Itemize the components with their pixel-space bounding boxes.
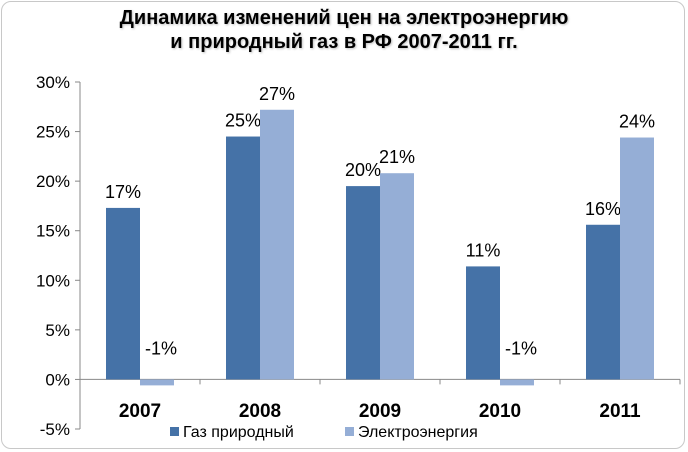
y-tick-label: 20% [36, 172, 70, 191]
y-tick-label: -5% [40, 420, 70, 439]
legend-swatch-gas [170, 427, 179, 436]
bar-electricity-2007 [140, 379, 174, 386]
bar-gas-2009 [346, 186, 380, 380]
legend-swatch-electricity [345, 427, 354, 436]
bar-gas-2010 [466, 266, 500, 380]
legend-label-electricity: Электроэнергия [358, 424, 478, 441]
x-category-label: 2011 [599, 401, 641, 422]
y-tick-label: 5% [45, 321, 70, 340]
x-category-label: 2007 [119, 401, 161, 422]
bar-electricity-2009 [380, 173, 414, 380]
chart-title: Динамика изменений цен на электроэнергию… [0, 6, 688, 54]
bar-electricity-2010 [500, 379, 534, 386]
data-label: 21% [379, 147, 415, 167]
data-label: 25% [225, 111, 261, 131]
bar-gas-2008 [226, 136, 260, 380]
data-label: 24% [619, 112, 655, 132]
data-label: 17% [105, 182, 141, 202]
data-label: -1% [505, 338, 537, 358]
y-tick-label: 25% [36, 123, 70, 142]
bar-gas-2007 [106, 207, 140, 380]
data-label: 16% [585, 199, 621, 219]
data-label: 20% [345, 160, 381, 180]
x-category-label: 2009 [359, 401, 401, 422]
legend-label-gas: Газ природный [183, 424, 294, 441]
data-label: 11% [466, 240, 501, 260]
bar-electricity-2011 [620, 137, 654, 380]
chart-title-line-2: и природный газ в РФ 2007-2011 гг. [170, 31, 518, 53]
data-label: -1% [145, 338, 177, 358]
x-category-label: 2010 [479, 401, 521, 422]
y-tick-label: 0% [45, 370, 70, 389]
y-tick-label: 30% [36, 73, 70, 92]
bar-gas-2011 [586, 224, 620, 380]
chart-title-line-1: Динамика изменений цен на электроэнергию [119, 7, 569, 29]
y-tick-label: 15% [36, 222, 70, 241]
data-label: 27% [259, 84, 295, 104]
y-tick-label: 10% [36, 271, 70, 290]
bar-electricity-2008 [260, 109, 294, 380]
x-category-label: 2008 [239, 401, 281, 422]
